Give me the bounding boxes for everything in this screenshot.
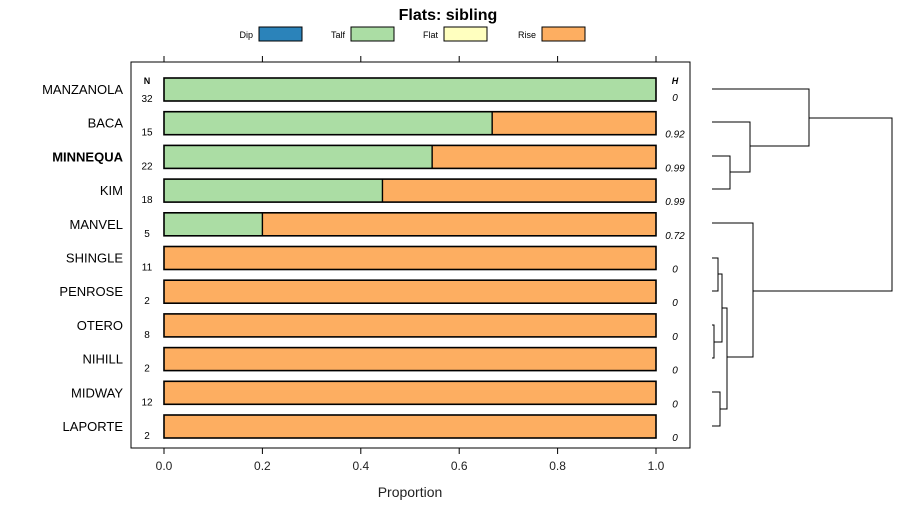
h-value-baca: 0.92 <box>665 130 685 141</box>
bar-minnequa-rise <box>432 145 656 169</box>
n-value-penrose: 2 <box>144 296 150 307</box>
bar-outline-kim <box>163 178 657 203</box>
bar-kim-rise <box>382 179 656 203</box>
x-axis-label: Proportion <box>378 484 443 500</box>
h-value-nihill: 0 <box>672 366 678 377</box>
h-value-penrose: 0 <box>672 298 678 309</box>
dendrogram <box>712 88 893 427</box>
bar-penrose-rise <box>164 280 656 304</box>
category-label-otero: OTERO <box>77 318 123 333</box>
h-value-laporte: 0 <box>672 433 678 444</box>
legend-swatch-dip <box>258 26 303 42</box>
category-label-minnequa: MINNEQUA <box>52 149 123 164</box>
category-label-baca: BACA <box>88 116 124 131</box>
legend-swatch-flat <box>443 26 488 42</box>
h-value-otero: 0 <box>672 332 678 343</box>
bar-otero-rise <box>164 313 656 337</box>
n-value-otero: 8 <box>144 330 150 341</box>
x-tick-label-1: 0.2 <box>254 459 271 473</box>
bar-kim-talf <box>164 179 383 203</box>
plot-frame <box>130 61 691 449</box>
chart-title: Flats: sibling <box>399 7 498 24</box>
n-value-manzanola: 32 <box>141 94 153 105</box>
bars-group <box>163 77 657 439</box>
bar-midway-rise <box>164 381 656 405</box>
x-tick-label-2: 0.4 <box>352 459 369 473</box>
x-axis: 0.0 0.2 0.4 0.6 0.8 1.0 <box>156 56 665 473</box>
bar-baca-rise <box>492 111 656 135</box>
x-tick-label-0: 0.0 <box>156 459 173 473</box>
category-label-kim: KIM <box>100 183 123 198</box>
legend: Dip Talf Flat Rise <box>239 26 586 42</box>
bar-outline-minnequa <box>163 144 657 170</box>
h-value-midway: 0 <box>672 399 678 410</box>
h-column-header: H <box>672 76 679 86</box>
bar-manvel-talf <box>164 212 263 236</box>
legend-swatch-talf <box>350 26 395 42</box>
x-tick-label-3: 0.6 <box>451 459 468 473</box>
n-value-kim: 18 <box>141 195 153 206</box>
h-value-manzanola: 0 <box>672 93 678 104</box>
x-tick-label-5: 1.0 <box>648 459 665 473</box>
bar-outline-penrose <box>163 279 657 305</box>
bar-manvel-rise <box>262 212 656 236</box>
bar-outline-manzanola <box>163 77 657 102</box>
n-value-baca: 15 <box>141 128 153 139</box>
category-label-penrose: PENROSE <box>59 284 123 299</box>
category-label-shingle: SHINGLE <box>66 251 123 266</box>
n-column-header: N <box>144 76 151 86</box>
n-value-laporte: 2 <box>144 431 150 442</box>
category-label-midway: MIDWAY <box>71 385 123 400</box>
bar-outline-shingle <box>163 245 657 271</box>
bar-minnequa-talf <box>164 145 433 169</box>
bar-baca-talf <box>164 111 493 135</box>
h-value-shingle: 0 <box>672 265 678 276</box>
bar-outline-manvel <box>163 212 657 237</box>
legend-label-talf: Talf <box>331 30 346 40</box>
category-label-laporte: LAPORTE <box>63 419 124 434</box>
n-value-manvel: 5 <box>144 229 150 240</box>
legend-label-rise: Rise <box>518 30 536 40</box>
x-tick-label-4: 0.8 <box>549 459 566 473</box>
category-label-manzanola: MANZANOLA <box>42 82 123 97</box>
category-label-manvel: MANVEL <box>70 217 123 232</box>
legend-swatch-rise <box>541 26 586 42</box>
bar-nihill-rise <box>164 347 656 371</box>
h-value-minnequa: 0.99 <box>665 163 685 174</box>
bar-outline-laporte <box>163 414 657 439</box>
category-label-nihill: NIHILL <box>83 352 123 367</box>
bar-outline-otero <box>163 313 657 338</box>
n-value-midway: 12 <box>141 397 153 408</box>
legend-label-dip: Dip <box>239 30 253 40</box>
n-value-nihill: 2 <box>144 364 150 375</box>
n-value-shingle: 11 <box>142 263 153 274</box>
bar-laporte-rise <box>164 415 656 438</box>
dendrogram-branches <box>712 88 893 427</box>
legend-label-flat: Flat <box>423 30 439 40</box>
bar-manzanola-talf <box>164 78 656 101</box>
n-value-minnequa: 22 <box>141 161 153 172</box>
bar-outline-nihill <box>163 346 657 372</box>
bar-outline-midway <box>163 380 657 406</box>
bar-shingle-rise <box>164 246 656 270</box>
h-value-manvel: 0.72 <box>665 231 685 242</box>
bar-outline-baca <box>163 110 657 136</box>
h-value-kim: 0.99 <box>665 197 685 208</box>
